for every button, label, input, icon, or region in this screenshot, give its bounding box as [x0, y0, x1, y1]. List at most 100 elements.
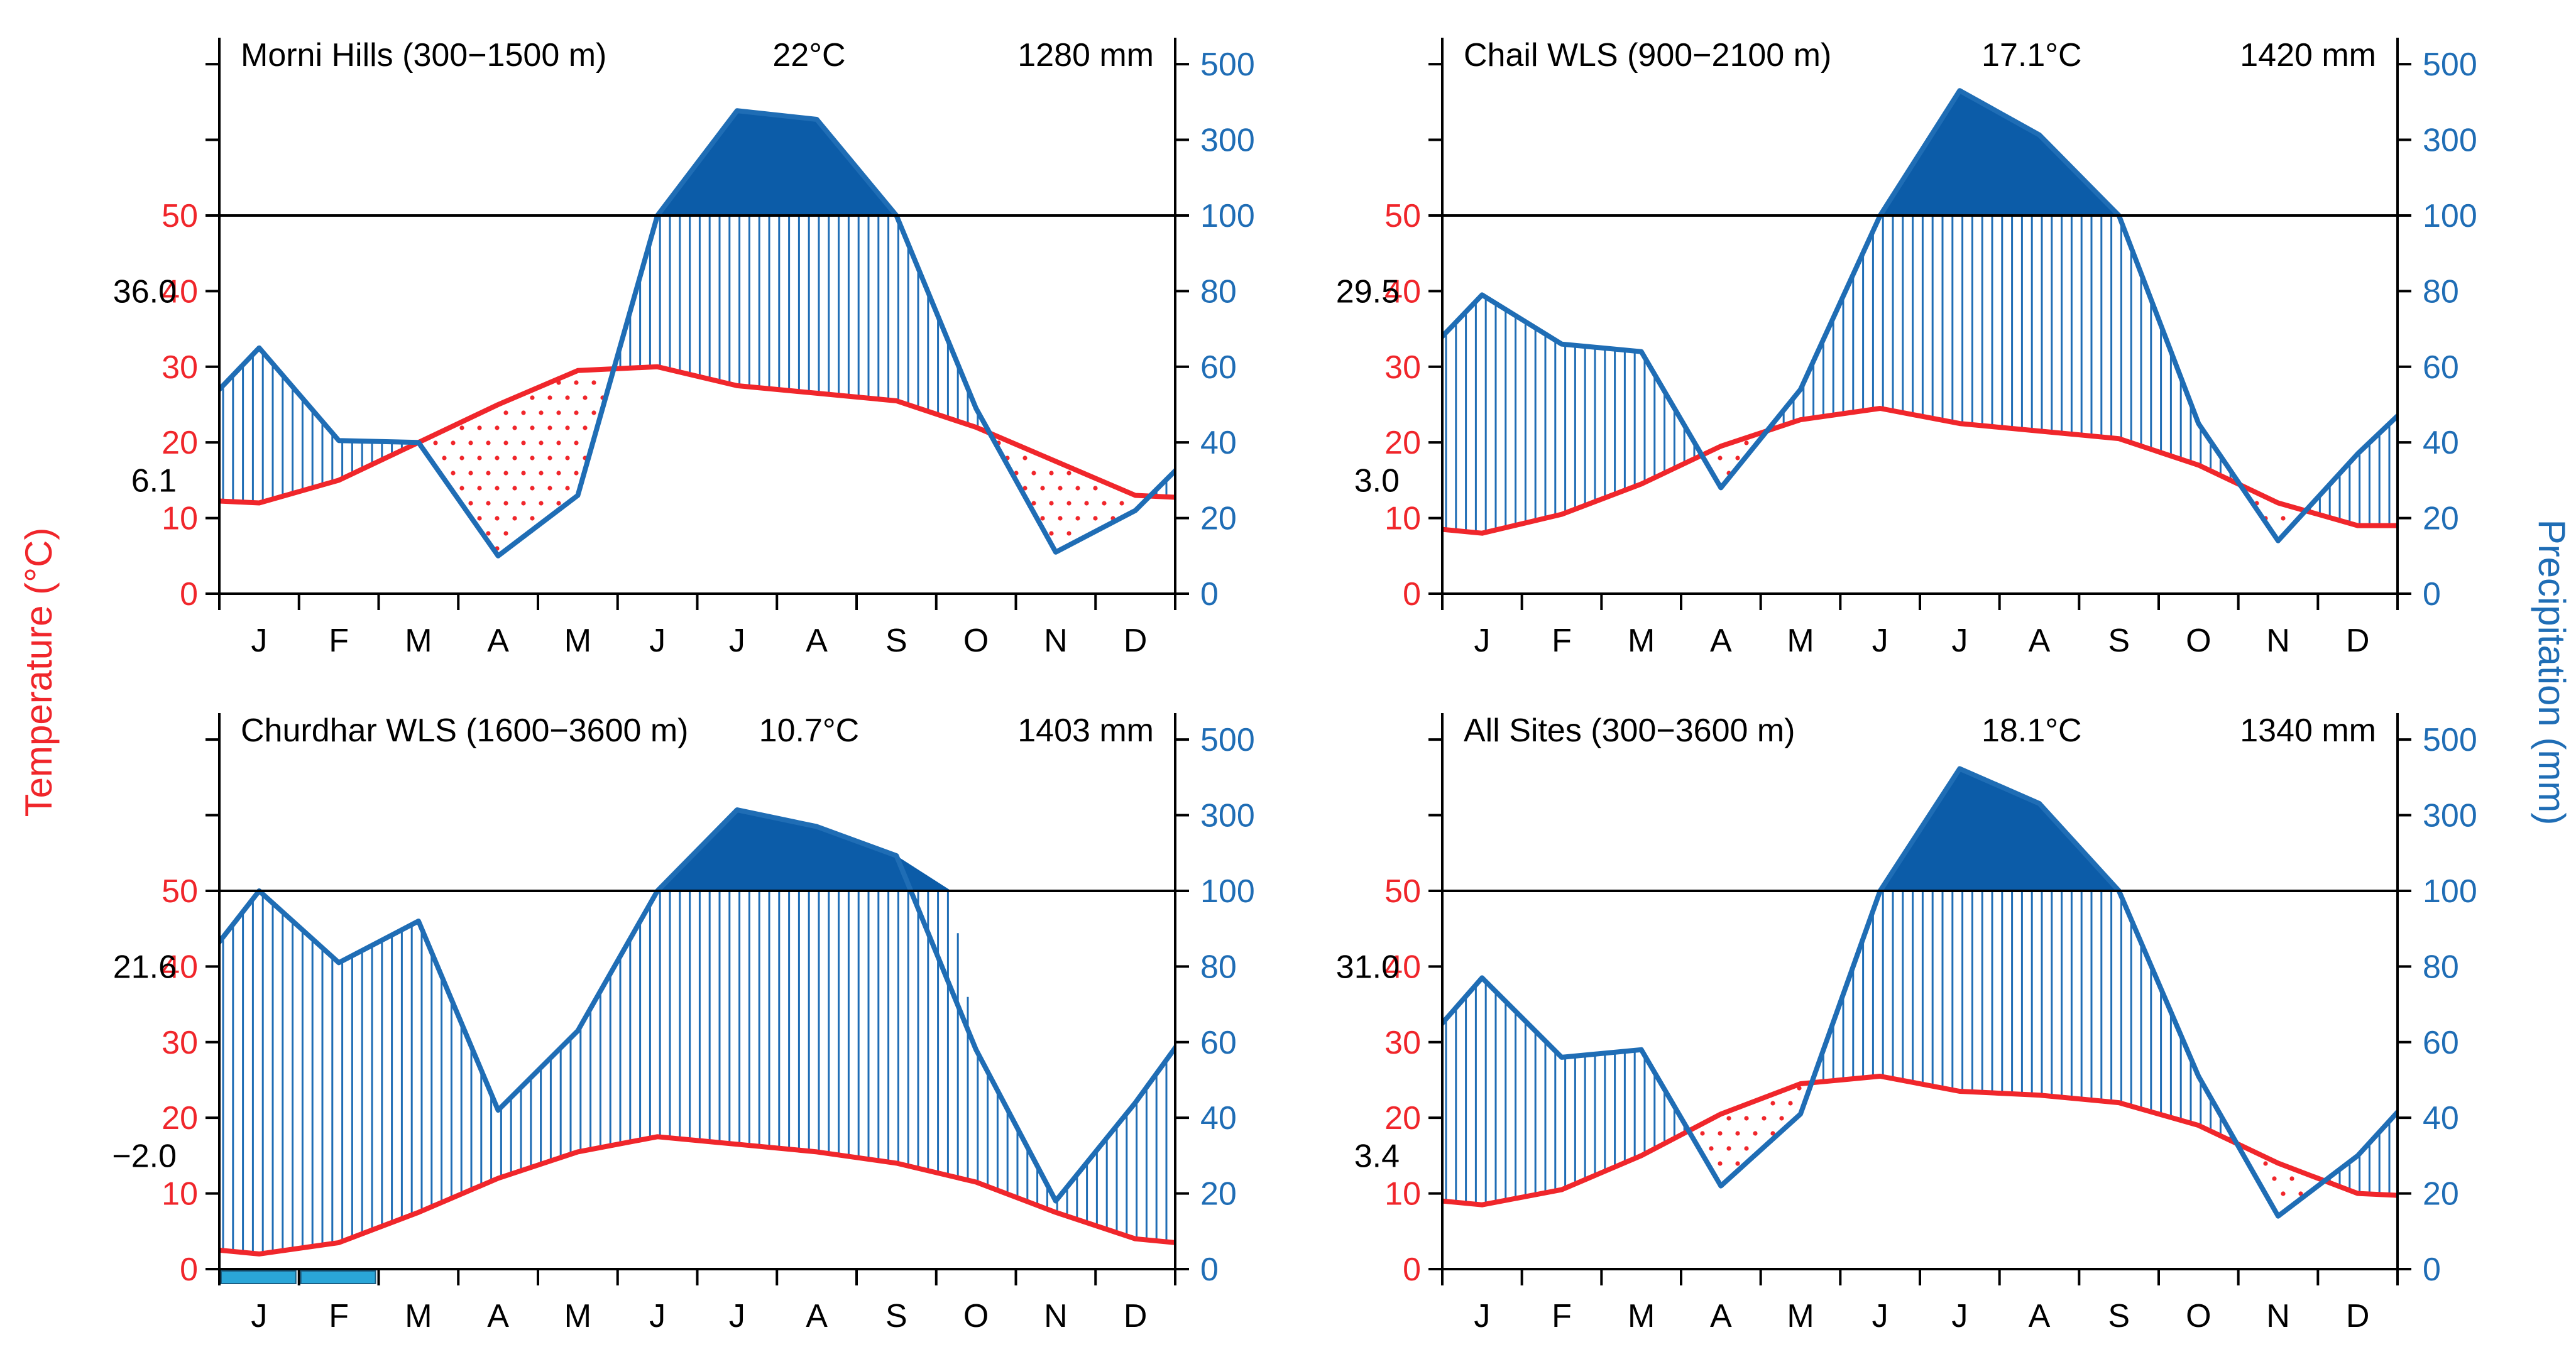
- arid-dot: [565, 455, 570, 461]
- month-label: J: [1474, 1298, 1490, 1334]
- precip-tick-label: 100: [2423, 873, 2477, 910]
- month-label: S: [2108, 1298, 2130, 1334]
- month-label: F: [1552, 1298, 1572, 1334]
- month-label: O: [2186, 623, 2211, 659]
- arid-dot: [1066, 501, 1072, 506]
- arid-dot: [1744, 440, 1749, 445]
- temp-tick-label: 0: [180, 1252, 198, 1288]
- min-temperature-label: −2.0: [112, 1138, 177, 1174]
- max-temperature-label: 36.0: [113, 273, 177, 310]
- month-label: N: [2266, 623, 2290, 659]
- precip-tick-label: 0: [2423, 576, 2441, 613]
- annual-precipitation-label: 1420 mm: [2240, 37, 2376, 74]
- arid-dot: [591, 380, 596, 385]
- frost-bar: [221, 1270, 297, 1284]
- precipitation-line: [219, 807, 1175, 1204]
- arid-dot: [495, 455, 500, 461]
- perhumid-fill: [657, 810, 951, 891]
- precip-tick-label: 500: [1200, 46, 1255, 83]
- arid-dot: [486, 440, 491, 445]
- precip-tick-label: 80: [2423, 273, 2459, 310]
- arid-dot: [503, 471, 508, 476]
- arid-dot: [503, 501, 508, 506]
- temp-tick-label: 40: [1384, 949, 1421, 985]
- temp-tick-label: 50: [162, 198, 198, 234]
- temp-tick-label: 30: [1384, 1025, 1421, 1061]
- precipitation-axis-label: Precipitation (mm): [2531, 520, 2573, 826]
- arid-dot: [1753, 1131, 1758, 1136]
- month-label: S: [885, 1298, 907, 1334]
- month-label: J: [729, 623, 745, 659]
- precip-tick-label: 60: [2423, 1025, 2459, 1061]
- arid-dot: [1102, 501, 1107, 506]
- mean-temperature-label: 22°C: [772, 37, 845, 74]
- annual-precipitation-label: 1403 mm: [1017, 712, 1154, 749]
- arid-dot: [1031, 501, 1036, 506]
- frost-bar: [300, 1270, 376, 1284]
- month-label: A: [487, 623, 509, 659]
- arid-dot: [1788, 1101, 1793, 1106]
- arid-dot: [556, 440, 561, 445]
- arid-dot: [1066, 531, 1072, 536]
- annual-precipitation-label: 1340 mm: [2240, 712, 2376, 749]
- temp-tick-label: 40: [162, 949, 198, 985]
- precip-tick-label: 60: [1200, 1025, 1237, 1061]
- perhumid-fill: [657, 111, 897, 215]
- max-temperature-label: 21.6: [113, 949, 177, 985]
- precipitation-line: [219, 108, 1175, 559]
- arid-dot: [486, 531, 491, 536]
- temperature-line: [1442, 1074, 2398, 1208]
- temp-tick-label: 30: [162, 349, 198, 386]
- precip-tick-label: 0: [1200, 576, 1219, 613]
- arid-dot: [574, 440, 579, 445]
- arid-dot: [547, 395, 552, 400]
- min-temperature-label: 6.1: [131, 462, 177, 499]
- precip-tick-label: 100: [1200, 873, 1255, 910]
- precip-tick-label: 300: [2423, 123, 2477, 159]
- month-label: F: [1552, 623, 1572, 659]
- arid-dot: [1709, 1146, 1714, 1151]
- arid-dot: [565, 425, 570, 430]
- precip-tick-label: 500: [2423, 46, 2477, 83]
- month-label: S: [2108, 623, 2130, 659]
- station-name: All Sites (300−3600 m): [1464, 712, 1795, 749]
- arid-dot: [1049, 531, 1054, 536]
- arid-dot: [1744, 1146, 1749, 1151]
- arid-dot: [512, 516, 517, 521]
- arid-dot: [468, 471, 473, 476]
- month-label: J: [649, 623, 666, 659]
- temp-tick-label: 20: [1384, 1100, 1421, 1137]
- arid-dot: [521, 440, 526, 445]
- arid-dot: [512, 425, 517, 430]
- arid-dot: [477, 455, 482, 461]
- arid-dot: [451, 471, 456, 476]
- precip-tick-label: 80: [1200, 949, 1237, 985]
- month-label: A: [2029, 623, 2051, 659]
- arid-dot: [477, 486, 482, 491]
- month-label: A: [1710, 1298, 1732, 1334]
- month-label: N: [2266, 1298, 2290, 1334]
- arid-dot: [2289, 1176, 2294, 1181]
- arid-dot: [2281, 1191, 2286, 1196]
- arid-dot: [530, 395, 535, 400]
- max-temperature-label: 31.0: [1336, 949, 1400, 985]
- arid-dot: [556, 471, 561, 476]
- precip-tick-label: 40: [2423, 1100, 2459, 1137]
- month-label: O: [963, 1298, 989, 1334]
- temp-tick-label: 20: [162, 425, 198, 461]
- month-label: F: [329, 1298, 349, 1334]
- arid-dot: [459, 486, 464, 491]
- mean-temperature-label: 10.7°C: [759, 712, 860, 749]
- arid-dot: [503, 440, 508, 445]
- precip-tick-label: 20: [1200, 501, 1237, 537]
- precipitation-line: [1442, 766, 2398, 1219]
- temp-tick-label: 50: [1384, 873, 1421, 910]
- precip-tick-label: 20: [2423, 1176, 2459, 1213]
- arid-dot: [1726, 1116, 1731, 1121]
- arid-dot: [539, 471, 544, 476]
- precip-tick-label: 300: [1200, 123, 1255, 159]
- temp-tick-label: 0: [1403, 1252, 1421, 1288]
- temp-tick-label: 20: [1384, 425, 1421, 461]
- arid-dot: [2298, 1191, 2303, 1196]
